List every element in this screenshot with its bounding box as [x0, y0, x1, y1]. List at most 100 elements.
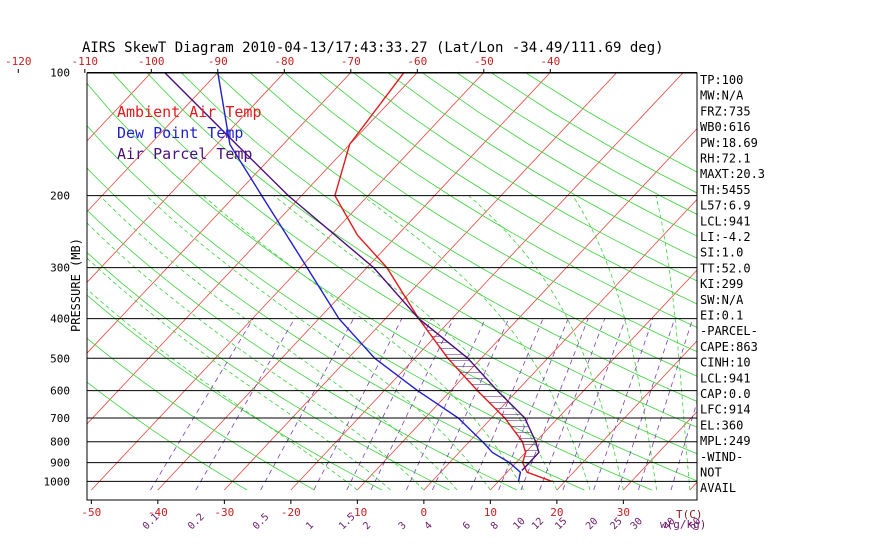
bottom-temp-tick-label: 30 [617, 506, 630, 519]
mixing-ratio-line [562, 318, 626, 491]
dry-adiabat-line [318, 73, 697, 305]
dry-adiabat-line [112, 73, 697, 455]
mixing-ratio-label: 6 [461, 520, 473, 532]
dry-adiabat-line [215, 73, 697, 377]
ambient-air-temp-line [334, 73, 552, 482]
index-item: WB0:616 [700, 120, 751, 134]
dry-adiabat-line [146, 73, 697, 428]
index-item: L57:6.9 [700, 199, 751, 213]
pressure-tick-label: 100 [50, 67, 70, 80]
bottom-temp-tick-label: -20 [281, 506, 301, 519]
index-item: LFC:914 [700, 403, 751, 417]
moist-adiabat-line [87, 257, 391, 491]
moist-adiabat-line [362, 195, 591, 491]
dry-adiabat-line [87, 381, 248, 491]
plot-frame [86, 72, 698, 501]
top-temp-tick-label: -80 [274, 55, 294, 68]
dry-adiabat-line [387, 73, 697, 259]
bottom-unit-label: T(C) [676, 508, 703, 521]
top-temp-tick-label: -110 [72, 55, 99, 68]
mixing-ratio-line [432, 318, 510, 491]
pressure-tick-label: 600 [50, 385, 70, 398]
index-item: CAPE:863 [700, 340, 758, 354]
index-item: PW:18.69 [700, 136, 758, 150]
pressure-tick-label: 300 [50, 262, 70, 275]
mixing-ratio-label: 8 [489, 520, 501, 532]
index-item: TH:5455 [700, 183, 751, 197]
moist-adiabat-line [655, 195, 691, 491]
isotherm-line [87, 73, 218, 213]
mixing-ratio-label: 3 [397, 520, 409, 532]
index-item: MW:N/A [700, 89, 744, 103]
moist-adiabat-line [468, 195, 624, 491]
isotherm-line [87, 73, 285, 283]
pressure-axis: 100 200 300 400 500 600 700 800 900 1000 [44, 67, 71, 489]
air-parcel-temp-line [164, 73, 540, 471]
index-item: NOT [700, 466, 722, 480]
top-temp-tick-label: -90 [208, 55, 228, 68]
mixing-ratio-line [195, 318, 295, 491]
background-lines [87, 73, 870, 491]
pressure-tick-label: 900 [50, 457, 70, 470]
top-temp-tick-label: -60 [407, 55, 427, 68]
index-item: -WIND- [700, 450, 743, 464]
top-temp-tick-label: -70 [341, 55, 361, 68]
dry-adiabat-line [490, 73, 697, 194]
top-temp-tick-label: -100 [138, 55, 165, 68]
dry-adiabat-line [87, 209, 517, 491]
mixing-ratio-label: 2 [361, 520, 373, 532]
mixing-ratio-line [539, 318, 606, 491]
bottom-temp-tick-label: 0 [421, 506, 428, 519]
mixing-ratio-line [370, 318, 454, 491]
index-item: CAP:0.0 [700, 387, 751, 401]
mixing-ratio-line [406, 318, 486, 491]
top-temp-tick-label: -50 [474, 55, 494, 68]
mixing-ratio-line [346, 318, 432, 491]
moist-adiabat-line [273, 195, 558, 491]
index-item: LCL:941 [700, 371, 751, 385]
pressure-tick-label: 400 [50, 313, 70, 326]
top-temp-tick-label: -40 [540, 55, 560, 68]
bottom-temp-tick-label: -10 [347, 506, 367, 519]
isotherm-line [157, 73, 551, 491]
index-item: MAXT:20.3 [700, 167, 765, 181]
isotherm-line [290, 73, 684, 491]
bottom-temp-tick-label: 10 [484, 506, 497, 519]
mixing-ratio-line [638, 318, 694, 491]
dry-adiabat-line [87, 125, 652, 491]
index-item: -PARCEL- [700, 324, 758, 338]
moist-adiabat-line [572, 195, 657, 491]
mixing-unit-label: w(g/kg) [660, 518, 706, 531]
index-item: CINH:10 [700, 356, 751, 370]
pressure-tick-label: 700 [50, 412, 70, 425]
isotherm-line [623, 411, 697, 491]
mixing-ratio-line [498, 318, 569, 491]
mixing-ratio-line [617, 318, 676, 491]
top-temp-axis: -120 -110 -100 -90 -80 -70 -60 -50 -40 [5, 55, 560, 73]
bottom-temp-tick-label: 20 [550, 506, 563, 519]
legend-item: Air Parcel Temp [117, 145, 252, 163]
mixing-ratio-label: 0.2 [186, 512, 207, 533]
moist-adiabat-line [146, 195, 491, 491]
dry-adiabat-line [180, 73, 697, 402]
dry-adiabat-line [284, 73, 697, 328]
mixing-ratio-label: 20 [584, 516, 600, 532]
mixing-ratio-label: 10 [511, 516, 527, 532]
mixing-ratio-label: 12 [530, 516, 546, 532]
legend-item: Ambient Air Temp [117, 103, 262, 121]
mixing-ratio-label: 30 [629, 516, 645, 532]
dry-adiabat-line [249, 73, 697, 353]
mixing-ratio-label: 1 [304, 520, 316, 532]
index-item: MPL:249 [700, 434, 751, 448]
bottom-temp-tick-label: -30 [214, 506, 234, 519]
chart-title: AIRS SkewT Diagram 2010-04-13/17:43:33.2… [82, 40, 664, 56]
moist-adiabat-line [99, 195, 458, 491]
mixing-ratio-line [670, 400, 697, 491]
index-item: TT:52.0 [700, 261, 751, 275]
mixing-ratio-label: 0.5 [251, 512, 272, 533]
index-item: TP:100 [700, 73, 743, 87]
index-item: KI:299 [700, 277, 743, 291]
isotherm-line [823, 73, 870, 490]
